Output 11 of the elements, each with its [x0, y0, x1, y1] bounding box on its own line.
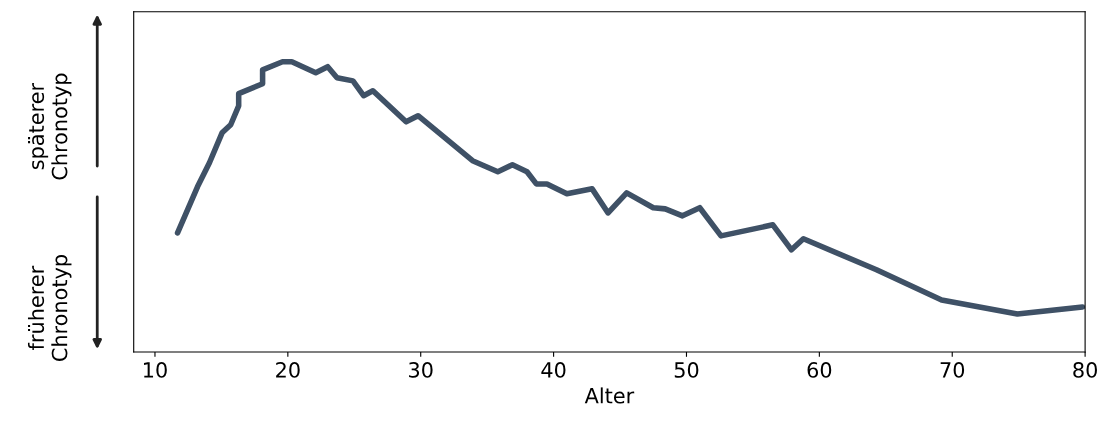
- text: früherer Chronotyp: [27, 255, 72, 362]
- x-tick-label: 70: [940, 362, 965, 378]
- x-tick-label: 40: [541, 362, 566, 378]
- x-tick-label: 10: [144, 362, 167, 378]
- x-tick-label: 60: [807, 362, 832, 378]
- x-tick-label: 50: [674, 362, 699, 378]
- x-tick-label: 30: [409, 362, 433, 378]
- x-tick-label: 80: [1073, 362, 1097, 378]
- x-axis-title: Alter: [584, 387, 635, 404]
- text: späterer Chronotyp: [28, 73, 72, 180]
- x-tick-label: 20: [276, 362, 300, 378]
